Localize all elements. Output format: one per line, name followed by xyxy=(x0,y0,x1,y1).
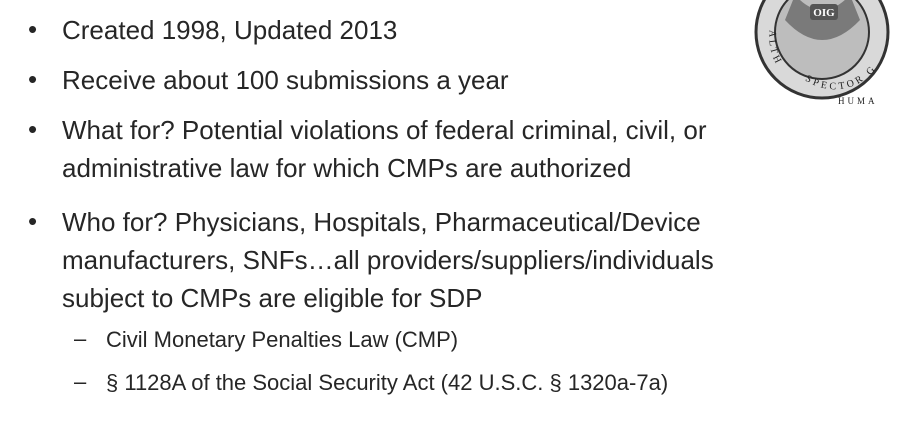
bullet-marker: • xyxy=(28,64,38,94)
seal-badge xyxy=(810,4,838,20)
sub-bullet-marker: – xyxy=(74,369,87,394)
sub-bullet-text: Civil Monetary Penalties Law (CMP) xyxy=(106,327,459,352)
sub-bullet-text: § 1128A of the Social Security Act (42 U… xyxy=(106,370,669,395)
seal-arc-bottom: HUMA xyxy=(838,96,878,106)
sub-bullet-marker: – xyxy=(74,326,87,351)
bullet-text: subject to CMPs are eligible for SDP xyxy=(62,283,483,313)
bullet-marker: • xyxy=(28,206,38,236)
bullet-text: manufacturers, SNFs…all providers/suppli… xyxy=(62,245,714,275)
bullet-marker: • xyxy=(28,114,38,144)
bullet-marker: • xyxy=(28,14,38,44)
seal: OIG ALTH SPECTOR G HUMA xyxy=(754,0,890,106)
bullet-text: Created 1998, Updated 2013 xyxy=(62,15,398,45)
bullet-text: What for? Potential violations of federa… xyxy=(62,115,707,145)
seal-center-text: OIG xyxy=(813,7,835,19)
bullet-text: Who for? Physicians, Hospitals, Pharmace… xyxy=(62,207,701,237)
bullet-text: Receive about 100 submissions a year xyxy=(62,65,509,95)
bullet-text: administrative law for which CMPs are au… xyxy=(62,153,632,183)
